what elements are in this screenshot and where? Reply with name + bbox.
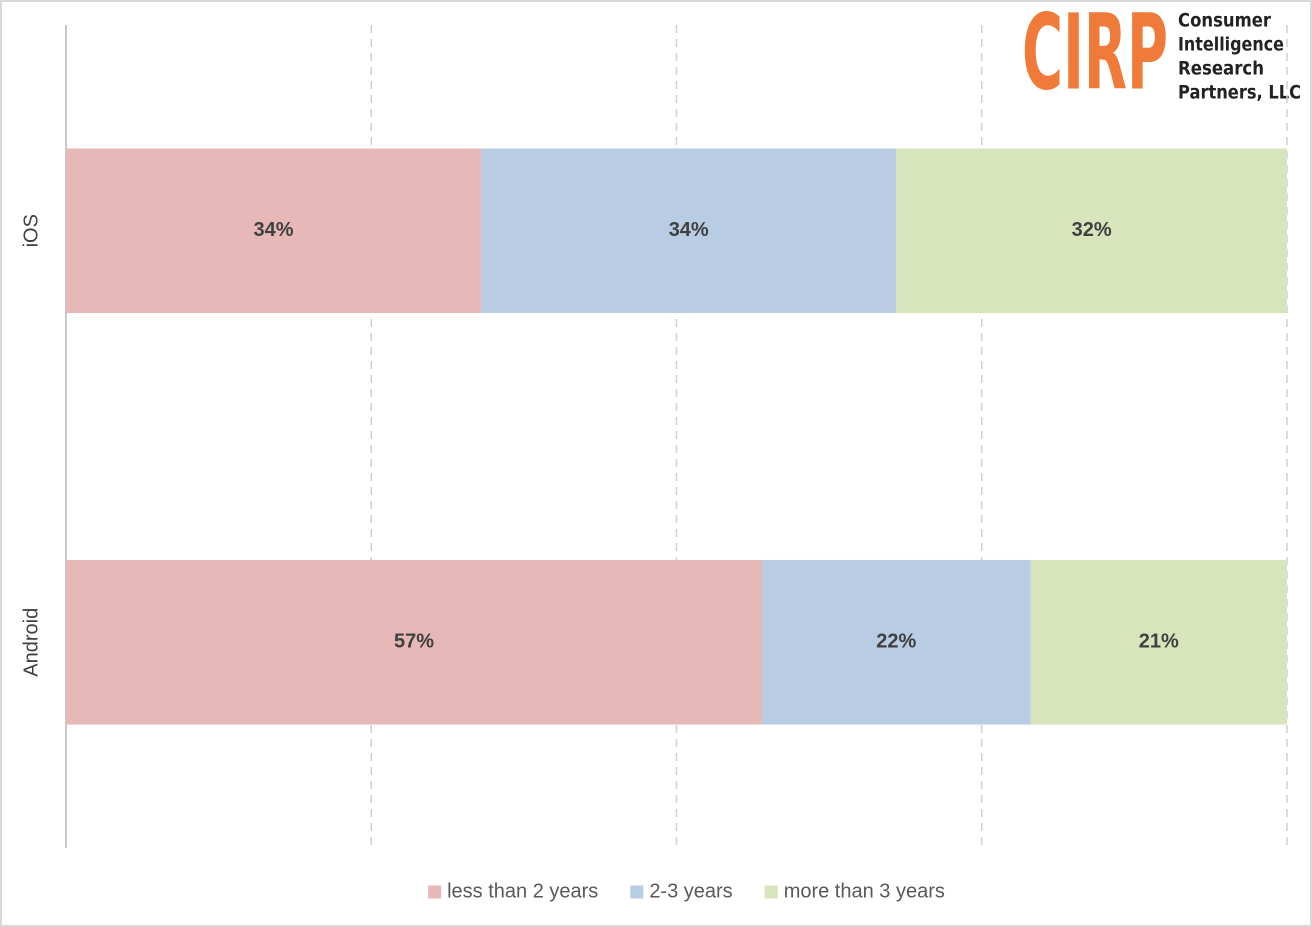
- logo-text: Research: [1178, 58, 1264, 80]
- legend-label: more than 3 years: [784, 880, 945, 902]
- bar-segment: [66, 559, 762, 725]
- legend-swatch: [630, 885, 644, 899]
- bar-segment: [481, 148, 897, 314]
- value-label: 57%: [394, 631, 434, 653]
- legend-swatch: [764, 885, 778, 899]
- value-label: 21%: [1139, 631, 1179, 653]
- legend-label: less than 2 years: [447, 880, 598, 902]
- value-label: 22%: [876, 631, 916, 653]
- value-label: 32%: [1072, 219, 1112, 241]
- value-label: 34%: [254, 219, 294, 241]
- logo-mark: CIRP: [1022, 0, 1168, 113]
- value-label: 34%: [669, 219, 709, 241]
- legend-swatch: [428, 885, 442, 899]
- y-tick-label: iOS: [20, 214, 42, 247]
- legend-label: 2-3 years: [649, 880, 732, 902]
- logo-text: Consumer: [1178, 10, 1272, 32]
- bar-segment: [66, 148, 482, 314]
- y-tick-label: Android: [20, 608, 42, 677]
- logo-text: Intelligence: [1178, 34, 1284, 56]
- bar-segment: [896, 148, 1287, 314]
- bar-segment: [1030, 559, 1287, 725]
- logo-text: Partners, LLC: [1178, 82, 1301, 104]
- bar-segment: [761, 559, 1031, 725]
